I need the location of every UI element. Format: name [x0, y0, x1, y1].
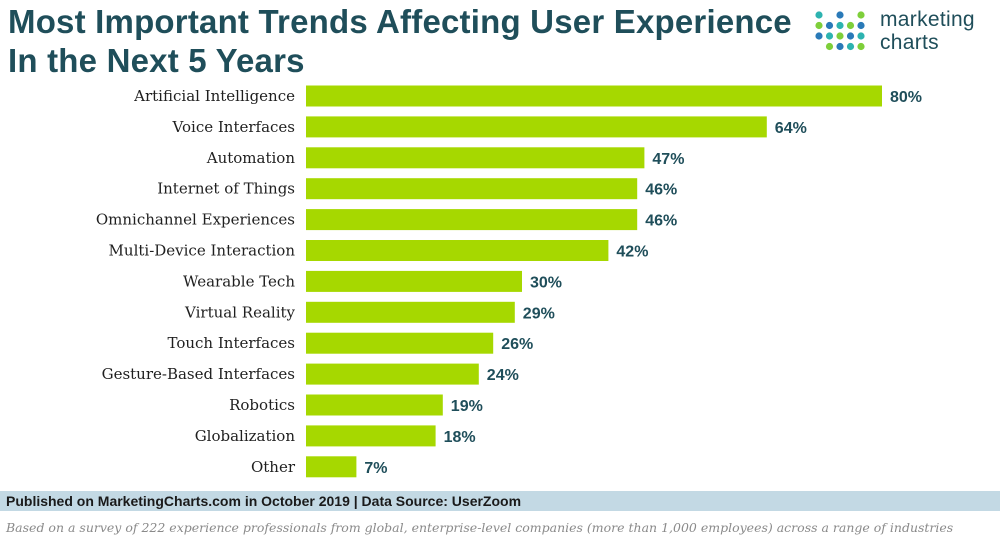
bar: [306, 147, 645, 169]
category-label: Other: [251, 458, 296, 476]
logo-wordmark: marketing charts: [880, 8, 975, 54]
value-label: 46%: [645, 182, 677, 199]
category-label: Artificial Intelligence: [133, 87, 295, 105]
logo-dot: [836, 42, 844, 51]
logo-dot: [815, 21, 823, 30]
value-label: 47%: [652, 151, 684, 168]
value-label: 7%: [364, 460, 387, 477]
logo-text-line-1: marketing: [880, 8, 975, 31]
bar: [306, 363, 479, 385]
value-label: 24%: [487, 367, 519, 384]
bar: [306, 270, 522, 292]
value-label: 18%: [444, 429, 476, 446]
logo-dot: [836, 11, 844, 19]
bar: [306, 394, 443, 416]
category-label: Automation: [206, 149, 296, 167]
marketing-charts-logo-icon: [815, 11, 865, 51]
value-label: 42%: [616, 244, 648, 261]
category-label: Touch Interfaces: [168, 334, 296, 352]
logo-dot: [846, 32, 855, 40]
logo-dot: [825, 21, 834, 30]
logo-dot: [857, 21, 865, 30]
logo-text-line-2: charts: [880, 31, 939, 54]
logo-dot: [857, 42, 865, 51]
category-label: Globalization: [195, 427, 296, 445]
logo-dot: [836, 21, 844, 30]
logo-dot: [836, 32, 844, 40]
logo-dot: [825, 42, 834, 51]
category-label: Virtual Reality: [184, 303, 295, 321]
bar: [306, 332, 494, 354]
category-label: Omnichannel Experiences: [96, 211, 295, 229]
logo-dot: [857, 11, 865, 19]
chart-title-line-2: In the Next 5 Years: [8, 42, 305, 79]
value-label: 64%: [775, 120, 807, 137]
footer-note: Based on a survey of 222 experience prof…: [6, 520, 954, 535]
bar: [306, 456, 357, 478]
category-label: Robotics: [229, 396, 295, 414]
logo-dot: [815, 11, 823, 19]
logo-dot: [846, 42, 855, 51]
category-label: Gesture-Based Interfaces: [102, 365, 295, 383]
logo-dot: [846, 21, 855, 30]
bar: [306, 240, 609, 261]
bar: [306, 85, 882, 107]
category-label: Wearable Tech: [183, 272, 295, 290]
bar: [306, 209, 638, 231]
value-label: 30%: [530, 274, 562, 291]
logo-dot: [857, 32, 865, 40]
footer-band: [0, 491, 1000, 511]
bar: [306, 116, 767, 138]
value-label: 19%: [451, 398, 483, 415]
value-label: 26%: [501, 336, 533, 353]
category-label: Voice Interfaces: [172, 118, 295, 136]
bar: [306, 301, 515, 323]
footer-published: Published on MarketingCharts.com in Octo…: [6, 493, 522, 509]
logo-dot: [825, 32, 834, 40]
chart-title: Most Important Trends Affecting User Exp…: [8, 2, 798, 80]
bar: [306, 425, 436, 447]
logo-dot: [815, 32, 823, 40]
bars-layer: Artificial Intelligence 80% Voice Interfac…: [96, 85, 922, 478]
bar-chart: Artificial Intelligence 80% Voice Interfac…: [96, 85, 922, 478]
category-label: Multi-Device Interaction: [109, 242, 296, 260]
bar: [306, 178, 638, 200]
chart-title-line-1: Most Important Trends Affecting User Exp…: [8, 3, 792, 40]
value-label: 46%: [645, 213, 677, 230]
category-label: Internet of Things: [157, 180, 295, 198]
value-label: 80%: [890, 89, 922, 106]
value-label: 29%: [523, 305, 555, 322]
